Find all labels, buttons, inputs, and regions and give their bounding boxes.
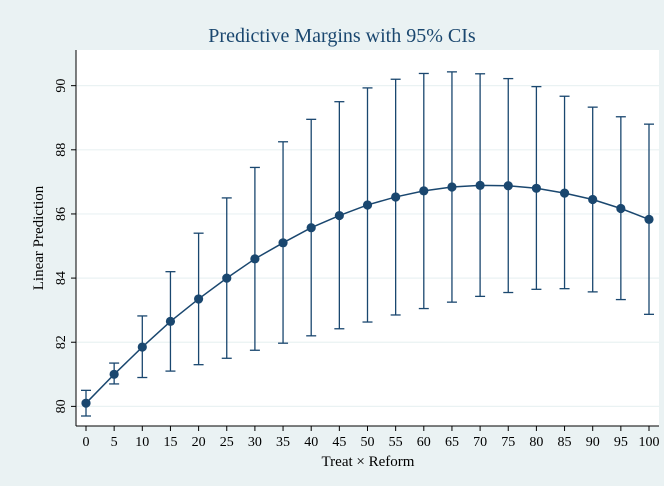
data-point-30 xyxy=(250,254,260,264)
x-tick-label-0: 0 xyxy=(83,435,90,450)
x-tick-label-10: 10 xyxy=(135,435,149,450)
x-tick-label-90: 90 xyxy=(586,435,600,450)
data-point-60 xyxy=(419,186,429,196)
x-tick-label-70: 70 xyxy=(473,435,487,450)
x-tick-label-65: 65 xyxy=(445,435,459,450)
data-point-20 xyxy=(194,294,204,304)
tick-labels: 80 82 84 86 88 90 0 5 10 15 20 25 30 35 40 45 50 55 60 65 70… xyxy=(54,79,660,450)
data-point-80 xyxy=(531,183,542,193)
data-point-0 xyxy=(81,398,91,408)
data-point-65 xyxy=(447,182,457,192)
data-point-45 xyxy=(334,210,344,221)
y-tick-label-84: 84 xyxy=(54,271,69,285)
data-point-25 xyxy=(222,273,232,283)
x-tick-label-5: 5 xyxy=(111,435,118,450)
data-point-90 xyxy=(588,194,598,205)
data-point-85 xyxy=(559,188,570,198)
chart-title: Predictive Margins with 95% CIs xyxy=(208,25,476,47)
x-tick-label-85: 85 xyxy=(558,435,572,450)
x-tick-label-20: 20 xyxy=(192,435,206,450)
data-point-70 xyxy=(475,180,485,191)
data-point-75 xyxy=(503,181,513,191)
data-points xyxy=(81,180,654,408)
x-tick-label-100: 100 xyxy=(639,435,660,450)
data-point-100 xyxy=(644,214,654,224)
data-point-5 xyxy=(109,369,119,379)
data-point-10 xyxy=(137,342,147,352)
data-point-55 xyxy=(391,192,401,202)
y-tick-label-86: 86 xyxy=(54,207,69,221)
x-tick-label-30: 30 xyxy=(248,435,262,450)
x-tick-label-95: 95 xyxy=(614,435,628,450)
axes xyxy=(71,50,659,431)
y-tick-label-90: 90 xyxy=(54,79,69,93)
x-tick-label-50: 50 xyxy=(361,435,375,450)
y-axis-label: Linear Prediction xyxy=(31,185,47,290)
x-tick-label-15: 15 xyxy=(163,435,177,450)
y-tick-label-82: 82 xyxy=(54,335,69,349)
y-tick-label-80: 80 xyxy=(54,399,69,413)
data-point-15 xyxy=(165,316,176,326)
y-tick-label-88: 88 xyxy=(54,143,69,157)
x-tick-label-80: 80 xyxy=(529,435,543,450)
data-point-40 xyxy=(306,223,316,233)
x-tick-label-75: 75 xyxy=(501,435,515,450)
x-tick-label-60: 60 xyxy=(417,435,431,450)
x-tick-label-40: 40 xyxy=(304,435,318,450)
x-tick-label-45: 45 xyxy=(332,435,346,450)
x-tick-label-25: 25 xyxy=(220,435,234,450)
x-tick-label-35: 35 xyxy=(276,435,290,450)
data-point-95 xyxy=(616,203,626,214)
data-point-35 xyxy=(278,238,288,248)
data-point-50 xyxy=(362,200,373,210)
x-tick-label-55: 55 xyxy=(389,435,403,450)
x-axis-label: Treat × Reform xyxy=(322,454,415,470)
